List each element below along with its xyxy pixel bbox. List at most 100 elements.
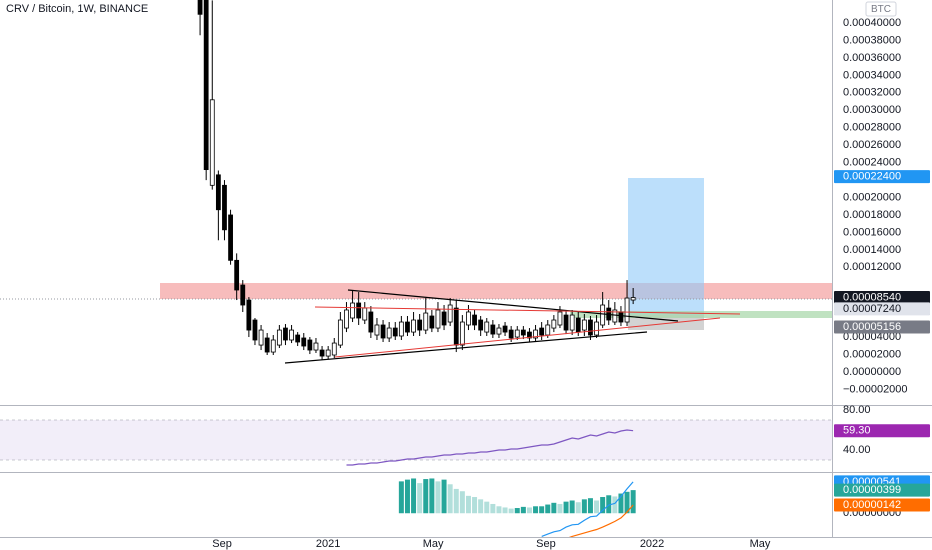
rsi: [0, 419, 832, 466]
macd-histogram-bar: [490, 503, 496, 514]
candle-body: [325, 349, 331, 357]
candle-body: [453, 307, 459, 346]
macd-histogram-bar: [612, 496, 618, 514]
candle-body: [289, 329, 294, 341]
macd-histogram-bar: [453, 488, 459, 514]
price-badge: [834, 302, 930, 316]
trendline: [334, 317, 721, 358]
macd-histogram-bar: [563, 501, 569, 514]
candle-body: [472, 314, 477, 326]
candle-body: [417, 319, 423, 331]
candle-body: [520, 329, 526, 336]
macd-histogram-bar: [533, 506, 539, 514]
candle-body: [234, 259, 240, 291]
y-tick-label: −0.00002000: [843, 383, 908, 395]
candle-body: [380, 324, 386, 339]
candle-body: [563, 314, 569, 331]
candle-body: [484, 321, 490, 333]
candle-body: [258, 329, 264, 346]
macd-histogram-bar: [478, 499, 484, 514]
candle-body: [478, 319, 484, 331]
candle-body: [331, 342, 337, 356]
macd-histogram-bar: [551, 502, 557, 514]
macd-histogram-bar: [459, 491, 465, 514]
candle-body: [539, 327, 545, 336]
candle-body: [203, 0, 209, 171]
macd-histogram-bar: [575, 502, 581, 514]
candle-body: [319, 349, 325, 357]
rsi-line: [346, 429, 634, 466]
trendline: [284, 331, 648, 364]
candle-body: [264, 337, 270, 353]
candle-body: [588, 319, 593, 336]
macd-histogram-bar: [557, 503, 563, 514]
macd: [398, 478, 636, 537]
candle-body: [362, 307, 368, 321]
candle-body: [429, 315, 435, 329]
currency-label[interactable]: BTC: [871, 4, 891, 15]
price-badge-label: 0.00007240: [843, 303, 901, 315]
price-badge-label: 0.00008540: [843, 291, 901, 303]
trendlines: [284, 289, 741, 364]
y-tick-label: 0.00016000: [843, 226, 901, 238]
target-box: [628, 178, 704, 315]
macd-histogram-bar: [484, 501, 490, 514]
y-tick-label: 80.00: [843, 404, 871, 416]
candle-body: [337, 319, 343, 346]
candle-body: [618, 311, 624, 323]
macd-line: [541, 481, 634, 537]
price-badge-label: 0.00000142: [843, 499, 901, 511]
candle-body: [600, 304, 606, 326]
chart-title: CRV / Bitcoin, 1W, BINANCE: [6, 3, 148, 15]
macd-histogram-bar: [526, 507, 532, 514]
candle-body: [502, 325, 508, 333]
candle-body: [459, 321, 465, 346]
y-tick-label: 0.00040000: [843, 17, 901, 29]
macd-histogram-bar: [496, 506, 502, 514]
macd-histogram-bar: [423, 479, 429, 514]
x-tick-label: 2021: [316, 538, 340, 550]
currency-box[interactable]: [865, 1, 897, 17]
stop-box: [628, 315, 704, 330]
macd-line: [568, 504, 634, 537]
candle-body: [441, 311, 447, 326]
macd-histogram-bar: [465, 495, 471, 514]
candle-body: [313, 342, 319, 351]
x-tick-label: Sep: [212, 538, 232, 550]
macd-histogram-bar: [520, 506, 526, 514]
candle-body: [222, 184, 227, 231]
macd-histogram-bar: [441, 479, 447, 514]
x-tick-label: 2022: [640, 538, 664, 550]
macd-histogram-bar: [581, 499, 587, 514]
price-badge: [834, 483, 930, 497]
panes: [0, 0, 832, 537]
candle-body: [545, 324, 551, 336]
candle-body: [276, 329, 282, 346]
candle-body: [246, 299, 252, 331]
trendline: [314, 306, 741, 315]
support-zone: [570, 311, 832, 318]
macd-histogram-bar: [429, 478, 435, 514]
y-tick-label: 0.00026000: [843, 139, 901, 151]
y-tick-label: 0.00020000: [843, 191, 901, 203]
y-tick-label: 0.00018000: [843, 209, 901, 221]
candle-body: [405, 321, 410, 333]
candle-body: [533, 329, 538, 339]
candle-body: [386, 327, 392, 339]
macd-histogram-bar: [606, 495, 612, 514]
candle-body: [551, 319, 557, 329]
y-tick-label: 0.00012000: [843, 261, 901, 273]
macd-histogram-bar: [587, 498, 593, 514]
candle-body: [447, 304, 453, 323]
rsi-band: [0, 420, 832, 460]
candle-body: [350, 302, 355, 319]
x-tick-label: May: [750, 538, 771, 550]
candle-body: [527, 331, 532, 339]
macd-histogram-bar: [545, 504, 551, 514]
candle-body: [215, 174, 221, 211]
price-badge-label: 0.00022400: [843, 170, 901, 182]
y-tick-label: 0.00032000: [843, 87, 901, 99]
candle-body: [594, 321, 599, 336]
candle-body: [423, 312, 429, 331]
